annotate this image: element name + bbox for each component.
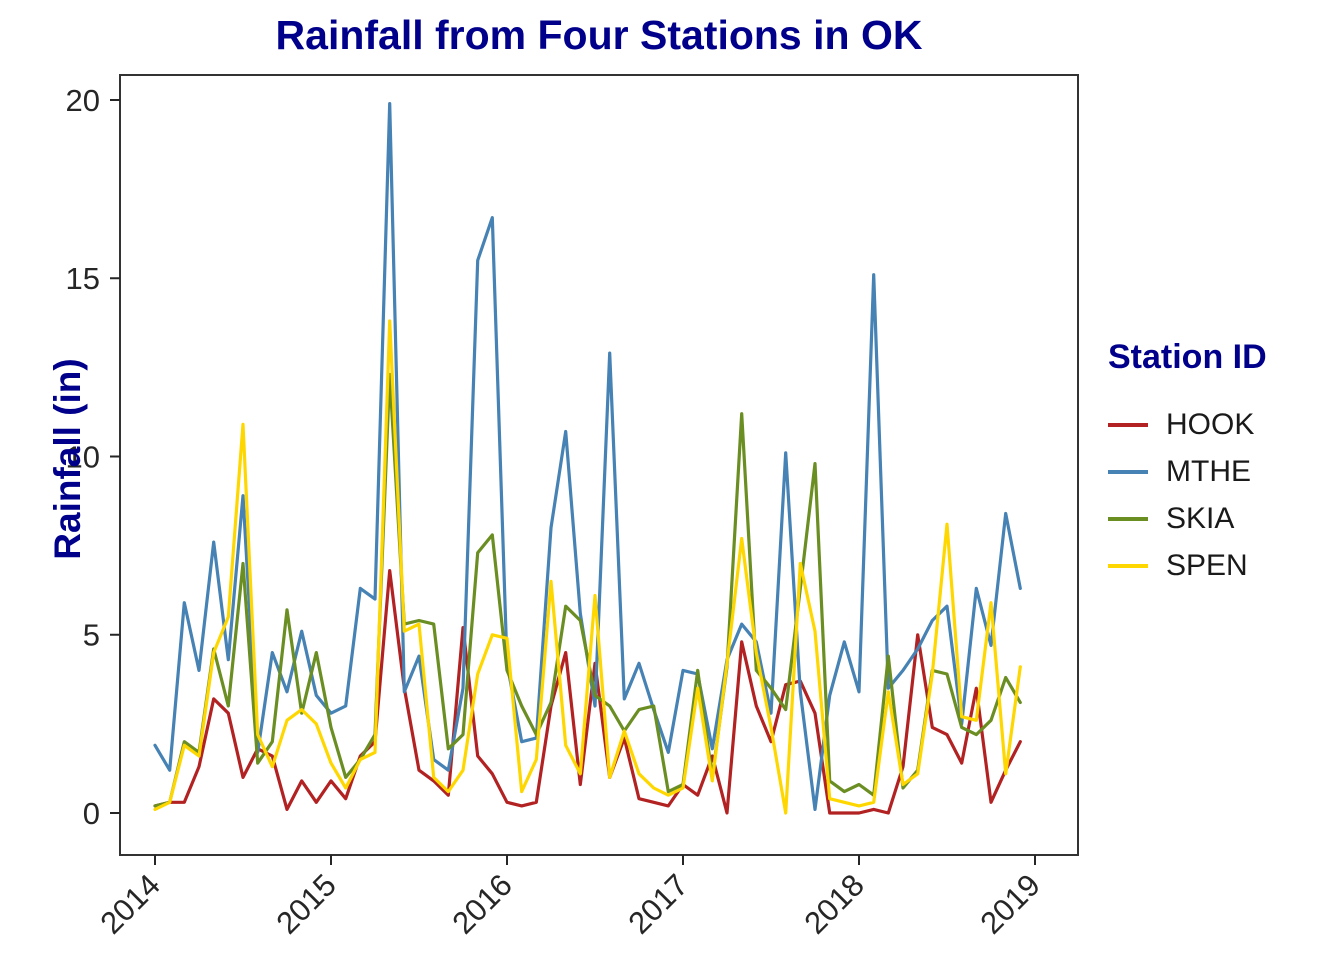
series-line-hook <box>153 568 1022 815</box>
y-tick-label: 10 <box>66 439 100 474</box>
legend-entries: HOOK MTHE SKIA SPEN <box>1108 401 1338 589</box>
x-tick-label: 2015 <box>269 867 343 941</box>
x-tick-label: 2016 <box>445 867 519 941</box>
legend-line-swatch <box>1108 516 1148 521</box>
chart-title: Rainfall from Four Stations in OK <box>275 12 923 58</box>
x-tick-label: 2019 <box>973 867 1047 941</box>
y-axis-label: Rainfall (in) <box>47 358 88 560</box>
legend-label: MTHE <box>1166 454 1251 488</box>
x-tick-label: 2018 <box>797 867 871 941</box>
legend-entry-skia: SKIA <box>1108 495 1338 542</box>
y-tick-label: 15 <box>66 261 100 296</box>
y-tick-label: 20 <box>66 83 100 118</box>
series-line-spen <box>153 319 1022 815</box>
legend-line-swatch <box>1108 563 1148 568</box>
y-tick-label: 0 <box>83 796 100 831</box>
x-tick-label: 2017 <box>621 867 695 941</box>
legend-label: SPEN <box>1166 548 1248 582</box>
legend-line-swatch <box>1108 422 1148 427</box>
legend-label: SKIA <box>1166 501 1235 535</box>
legend-entry-hook: HOOK <box>1108 401 1338 448</box>
x-tick-label: 2014 <box>93 867 167 941</box>
legend: Station ID HOOK MTHE SKIA SPEN <box>1108 338 1338 589</box>
legend-entry-spen: SPEN <box>1108 542 1338 589</box>
legend-title: Station ID <box>1108 338 1267 376</box>
plot-panel-border <box>119 74 1079 856</box>
legend-label: HOOK <box>1166 407 1255 441</box>
series-line-skia <box>153 372 1022 808</box>
legend-line-swatch <box>1108 469 1148 474</box>
legend-entry-mthe: MTHE <box>1108 448 1338 495</box>
y-tick-label: 5 <box>83 618 100 653</box>
